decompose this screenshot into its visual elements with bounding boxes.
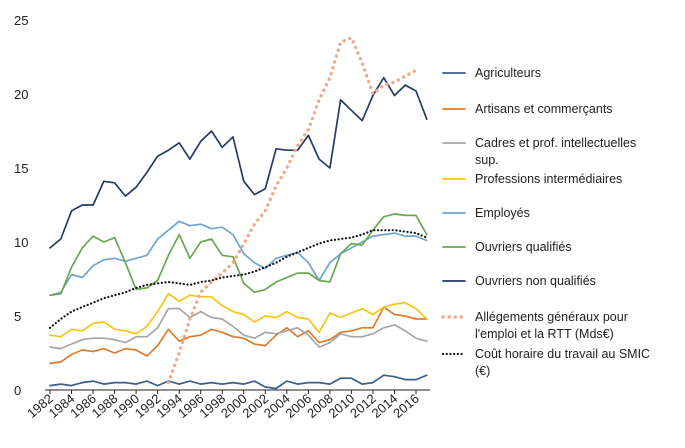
y-tick-label: 20 bbox=[14, 87, 28, 102]
series-line bbox=[49, 307, 428, 350]
legend-label: Ouvriers qualifiés bbox=[475, 240, 572, 254]
y-tick-label: 5 bbox=[14, 309, 21, 324]
series-line bbox=[49, 213, 428, 297]
series-line bbox=[49, 76, 428, 249]
legend-label: Agriculteurs bbox=[475, 66, 541, 80]
series-line bbox=[49, 306, 428, 365]
legend-label: Allégements généraux pour bbox=[475, 310, 628, 324]
series-line bbox=[48, 229, 428, 329]
legend-label: Professions intermédiaires bbox=[475, 172, 622, 186]
series-line bbox=[166, 36, 418, 385]
series-line bbox=[49, 292, 428, 338]
chart-axes: 0510152025198219841986198819901992199419… bbox=[14, 13, 430, 421]
legend-label: Artisans et commerçants bbox=[475, 102, 613, 116]
legend-label: sup. bbox=[475, 153, 499, 167]
y-tick-label: 25 bbox=[14, 13, 28, 28]
chart-series bbox=[48, 36, 428, 390]
chart-legend: Agriculteurs Artisans et commerçants Cadre… bbox=[441, 66, 650, 378]
series-line bbox=[49, 220, 428, 297]
x-tick-label: 2016 bbox=[390, 391, 422, 421]
legend-label: Ouvriers non qualifiés bbox=[475, 274, 596, 288]
legend-label: Coût horaire du travail au SMIC bbox=[475, 347, 650, 361]
legend-label: (€) bbox=[475, 364, 490, 378]
y-tick-label: 0 bbox=[14, 383, 21, 398]
y-tick-label: 10 bbox=[14, 235, 28, 250]
legend-label: Cadres et prof. intellectuelles bbox=[475, 136, 636, 150]
legend-label: Employés bbox=[475, 206, 530, 220]
series-line bbox=[49, 374, 428, 390]
y-tick-label: 15 bbox=[14, 161, 28, 176]
legend-label: l'emploi et la RTT (Mds€) bbox=[475, 327, 614, 341]
